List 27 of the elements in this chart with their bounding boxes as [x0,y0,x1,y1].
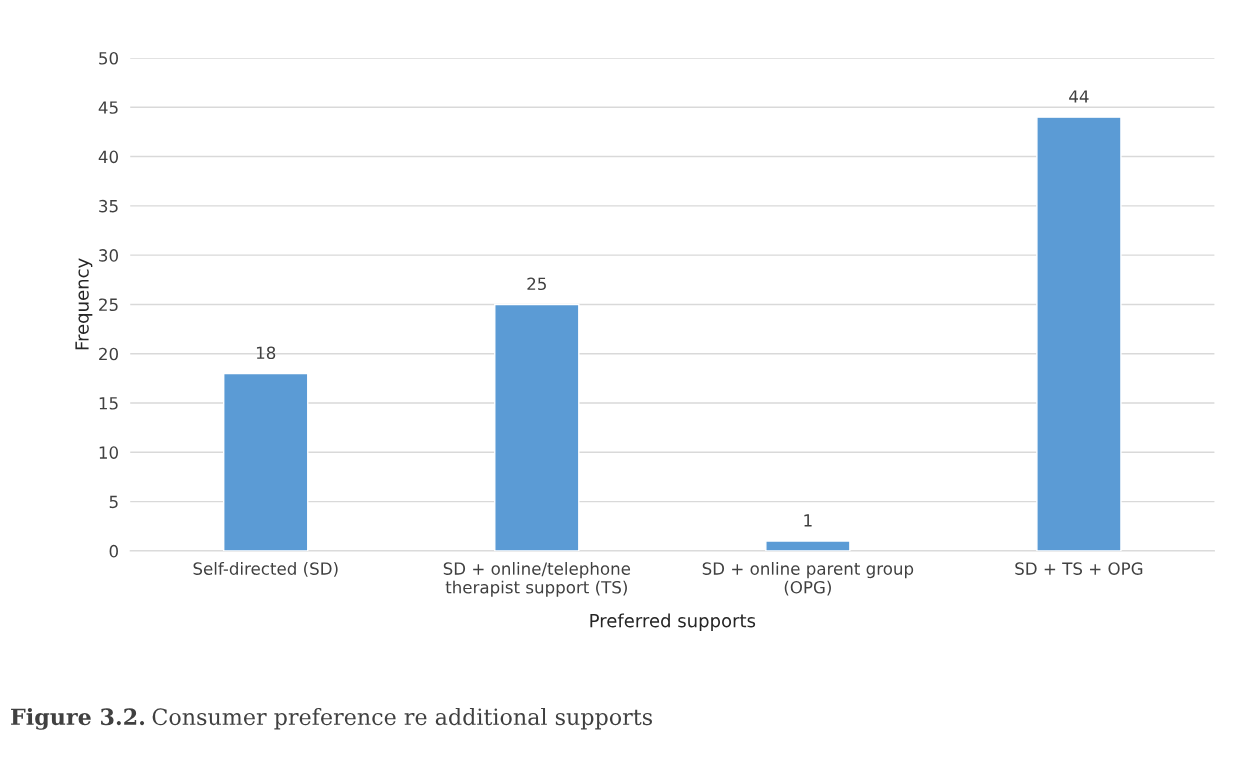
y-tick-label: 20 [99,347,118,361]
caption: Figure 3.2. [11,707,145,730]
data-label: 1 [804,514,812,527]
bar [223,372,309,551]
data-label: 44 [1069,90,1089,103]
y-tick-label: 15 [99,397,118,410]
x-tick-label: SD + online parent group (OPG) [702,562,914,596]
y-tick-label: 30 [99,249,118,262]
y-tick-label: 35 [99,199,118,213]
x-tick-label: Self-directed (SD) [193,562,338,577]
y-tick-label: 25 [99,298,118,312]
bar [494,303,580,551]
text: Consumer preference re additional supports [152,707,652,730]
data-label: 18 [256,346,276,360]
x-axis-title: Preferred supports [590,613,756,631]
y-tick-label: 45 [98,101,118,114]
y-axis-title: Frequency [75,258,93,350]
y-tick-label: 10 [99,446,118,459]
bar [1036,116,1122,551]
x-tick-label: SD + online/telephone therapist support (TS) [443,562,631,597]
data-label: 25 [527,277,546,291]
y-tick-label: 40 [98,150,118,164]
bar [765,540,851,551]
x-tick-label: SD + TS + OPG [1015,562,1143,575]
y-tick-label: 0 [109,544,118,558]
y-tick-label: 5 [109,495,118,509]
y-tick-label: 50 [99,51,118,65]
